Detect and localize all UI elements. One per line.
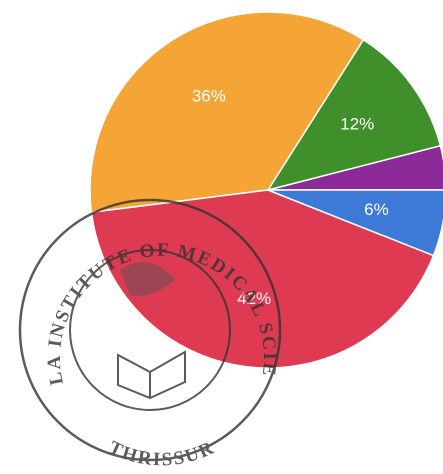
stamp-book bbox=[118, 352, 185, 398]
slice-label: 6% bbox=[364, 200, 389, 219]
chart: 12%36%42%6% AMALA INSTITUTE OF MEDICAL S… bbox=[0, 0, 443, 474]
stamp-city: THRISSUR bbox=[105, 437, 218, 470]
stamp-city-path: THRISSUR bbox=[105, 437, 218, 470]
slice-label: 36% bbox=[192, 86, 226, 105]
slice-label: 12% bbox=[340, 115, 374, 134]
